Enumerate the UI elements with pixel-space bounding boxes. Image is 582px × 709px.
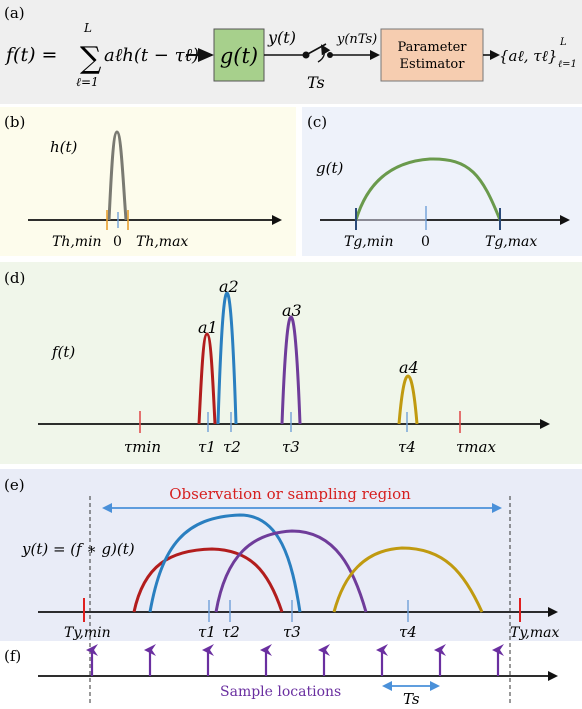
y-component-4 [332,546,484,613]
f-lhs: f(t) = [4,44,57,66]
panel-b-label: (b) [4,113,25,131]
parameter-estimator-box [380,28,484,82]
tg-min-label: Tg,min [344,234,394,250]
sample-locations-text: Sample locations [220,684,341,700]
ty-min-label: Ty,min [64,625,111,641]
output-superscript: L [559,37,567,48]
pulse-4 [397,374,419,425]
panel-c-background [302,107,582,256]
panel-b: (b) h(t) Th,min 0 Th,max [0,107,296,256]
tau-1-label: τ1 [198,438,216,456]
pulse-2 [216,291,238,425]
y-component-2 [148,513,302,613]
tau-max-label: τmax [456,438,496,456]
switch-period-label: Ts [307,73,325,92]
y-conv-label: y(t) = (f ∗ g)(t) [21,540,135,558]
h-func-label: h(t) [50,138,78,156]
panel-e-label: (e) [4,476,25,494]
tau-4-label: τ4 [398,438,416,456]
y-component-3 [214,529,368,613]
y-label: y(t) [267,28,296,47]
estimator-line2: Estimator [400,57,466,72]
c-zero-label: 0 [421,234,430,250]
panel-f-label: (f) [4,647,21,665]
sum-term: aℓh(t − τℓ) [104,45,199,66]
e-tau-1-label: τ1 [198,623,216,641]
e-tau-2-label: τ2 [222,623,240,641]
tau-min-label: τmin [124,438,161,456]
sample-label: y(nTs) [336,32,377,47]
panel-b-background [0,107,296,256]
sum-upper-limit: L [83,21,92,35]
panel-c: (c) g(t) Tg,min 0 Tg,max [302,107,582,256]
sum-lower-limit: ℓ=1 [76,75,99,89]
panel-c-label: (c) [307,113,327,131]
amp-1-label: a1 [198,318,218,337]
ty-max-label: Ty,max [510,625,559,641]
h-pulse [107,130,128,221]
panel-f: (f) Sample locations Ts [4,644,558,708]
panel-d-label: (d) [4,269,25,287]
g-filter-box [213,28,265,82]
g-box-label: g(t) [220,44,258,68]
period-label: Ts [403,690,420,708]
estimator-line1: Parameter [397,40,467,55]
pulse-3 [280,315,302,425]
f-func-label: f(t) [51,343,75,361]
e-tau-3-label: τ3 [283,623,301,641]
g-curve [354,157,502,221]
amp-3-label: a3 [282,301,302,320]
tg-max-label: Tg,max [485,234,537,250]
output-subscript: ℓ=1 [558,59,577,70]
tau-2-label: τ2 [223,438,241,456]
e-tau-4-label: τ4 [399,623,417,641]
output-params: {aℓ, τℓ} [499,47,557,65]
g-func-label: g(t) [316,159,343,177]
th-max-label: Th,max [136,234,188,250]
panel-a-background [0,0,582,104]
amp-2-label: a2 [219,277,239,296]
tau-3-label: τ3 [282,438,300,456]
panel-a-label: (a) [4,4,25,22]
panel-a: (a) f(t) = L ∑ ℓ=1 aℓh(t − τℓ) g(t) y(t)… [0,0,582,104]
panel-d-background [0,262,582,464]
th-min-label: Th,min [52,234,102,250]
pulse-1 [197,332,217,425]
observation-region-text: Observation or sampling region [169,485,411,503]
b-zero-label: 0 [113,234,122,250]
panel-e: (e) Observation or sampling region y(t) … [0,469,582,641]
panel-d: (d) f(t) a1 a2 a3 a4 τ1 τ2 τ3 τ4 τmin τm… [0,262,582,464]
switch-rotation-arrow [317,44,331,63]
amp-4-label: a4 [399,358,419,377]
sum-symbol: ∑ [80,41,102,76]
y-component-1 [132,547,284,613]
